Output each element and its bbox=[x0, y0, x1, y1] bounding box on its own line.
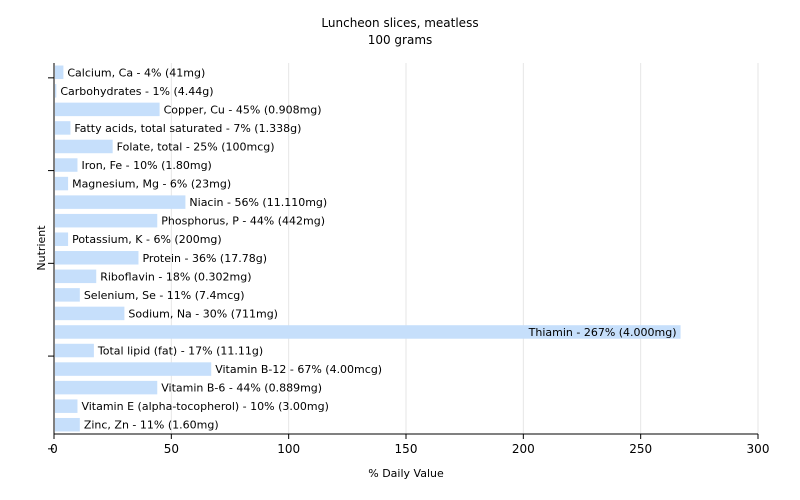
bar-label: Iron, Fe - 10% (1.80mg) bbox=[81, 159, 211, 172]
bar-label: Zinc, Zn - 11% (1.60mg) bbox=[84, 419, 219, 432]
y-axis-label: Nutrient bbox=[35, 225, 48, 271]
x-axis-ticks: 0 50 100 150 200 250 300 bbox=[50, 434, 769, 456]
bar-label: Copper, Cu - 45% (0.908mg) bbox=[164, 103, 322, 116]
x-tick-label: 150 bbox=[395, 442, 418, 456]
bar-label: Thiamin - 267% (4.000mg) bbox=[528, 326, 677, 339]
bar-label: Riboflavin - 18% (0.302mg) bbox=[100, 270, 251, 283]
bar-label: Carbohydrates - 1% (4.44g) bbox=[60, 85, 213, 98]
bar-label: Potassium, K - 6% (200mg) bbox=[72, 233, 222, 246]
bar-label: Calcium, Ca - 4% (41mg) bbox=[67, 66, 205, 79]
x-tick-label: 50 bbox=[164, 442, 179, 456]
bar-label: Folate, total - 25% (100mcg) bbox=[117, 140, 275, 153]
bar bbox=[55, 102, 160, 117]
bar bbox=[55, 380, 158, 395]
bar-label: Selenium, Se - 11% (7.4mcg) bbox=[84, 289, 245, 302]
bar bbox=[55, 306, 125, 321]
bar bbox=[55, 362, 212, 376]
bar bbox=[55, 251, 139, 265]
bar bbox=[55, 343, 94, 358]
bar bbox=[55, 121, 71, 135]
x-tick-label: 100 bbox=[277, 442, 300, 456]
bar bbox=[55, 213, 158, 228]
x-axis-label: % Daily Value bbox=[368, 467, 444, 480]
bar-labels: Calcium, Ca - 4% (41mg) Carbohydrates - 1… bbox=[60, 66, 676, 431]
bar-label: Niacin - 56% (11.110mg) bbox=[189, 196, 327, 209]
bar-label: Vitamin B-6 - 44% (0.889mg) bbox=[161, 382, 322, 395]
bar-label: Magnesium, Mg - 6% (23mg) bbox=[72, 178, 231, 191]
x-tick-label: 0 bbox=[50, 442, 58, 456]
bar bbox=[55, 195, 186, 209]
chart-subtitle: 100 grams bbox=[368, 33, 433, 47]
x-tick-label: 250 bbox=[629, 442, 652, 456]
bar bbox=[55, 84, 57, 98]
bar bbox=[55, 325, 681, 339]
bar bbox=[55, 288, 80, 302]
bar-label: Vitamin B-12 - 67% (4.00mcg) bbox=[215, 363, 382, 376]
bars bbox=[55, 65, 681, 432]
bar-label: Sodium, Na - 30% (711mg) bbox=[128, 307, 278, 320]
x-tick-label: 200 bbox=[512, 442, 535, 456]
bar bbox=[55, 139, 113, 154]
bar bbox=[55, 399, 78, 413]
grid-lines bbox=[170, 63, 759, 434]
bar bbox=[55, 158, 78, 172]
bar bbox=[55, 176, 69, 191]
x-tick-label: 300 bbox=[747, 442, 770, 456]
bar-label: Total lipid (fat) - 17% (11.11g) bbox=[97, 345, 263, 358]
bar-label: Protein - 36% (17.78g) bbox=[142, 252, 267, 265]
bar bbox=[55, 65, 64, 80]
bar bbox=[55, 232, 69, 246]
bar bbox=[55, 417, 80, 432]
bar-label: Fatty acids, total saturated - 7% (1.338… bbox=[74, 122, 301, 135]
bar bbox=[55, 269, 97, 284]
chart-title: Luncheon slices, meatless bbox=[321, 16, 478, 30]
bar-label: Phosphorus, P - 44% (442mg) bbox=[161, 215, 325, 228]
bar-label: Vitamin E (alpha-tocopherol) - 10% (3.00… bbox=[81, 400, 328, 413]
